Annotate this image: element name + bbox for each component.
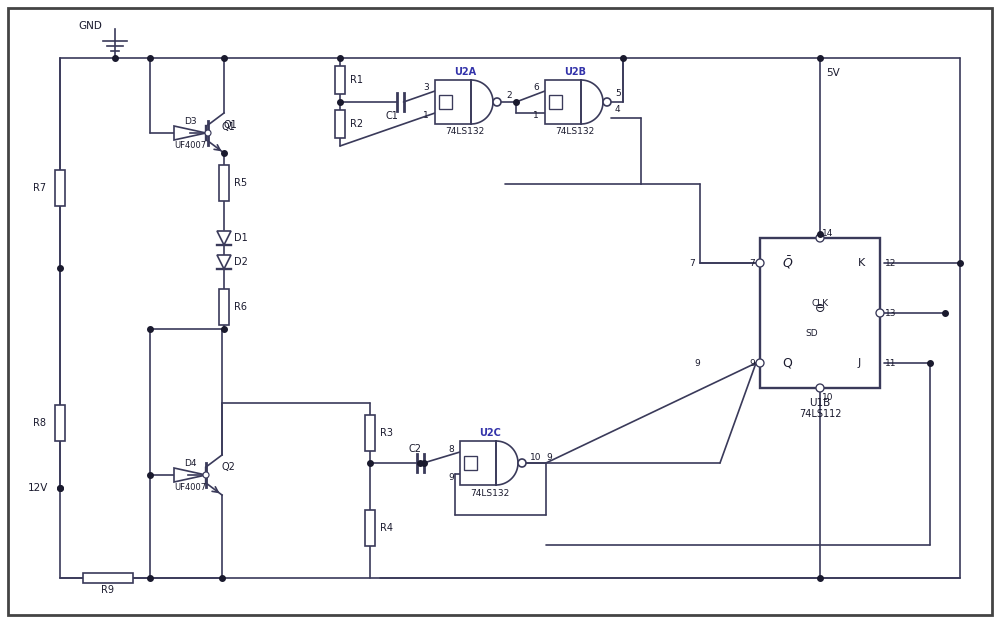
Text: 10: 10 bbox=[530, 452, 542, 462]
Text: UF4007: UF4007 bbox=[174, 141, 206, 150]
Text: 1: 1 bbox=[423, 112, 429, 120]
Text: U1B: U1B bbox=[809, 398, 831, 408]
Text: R4: R4 bbox=[380, 523, 393, 533]
Circle shape bbox=[876, 309, 884, 317]
Bar bbox=[365, 510, 375, 546]
Text: $\ominus$: $\ominus$ bbox=[814, 302, 826, 315]
Text: 9: 9 bbox=[448, 472, 454, 482]
Bar bbox=[460, 441, 496, 485]
Text: 12V: 12V bbox=[28, 483, 48, 493]
Bar bbox=[55, 405, 65, 441]
Text: D4: D4 bbox=[184, 459, 196, 467]
Circle shape bbox=[756, 359, 764, 367]
Circle shape bbox=[518, 459, 526, 467]
Bar bbox=[760, 238, 880, 388]
Bar bbox=[219, 165, 229, 201]
Text: 7: 7 bbox=[749, 259, 755, 267]
Polygon shape bbox=[217, 231, 231, 245]
Text: K: K bbox=[858, 258, 865, 268]
Text: R7: R7 bbox=[33, 183, 46, 193]
Bar bbox=[439, 95, 452, 109]
Text: D3: D3 bbox=[184, 117, 196, 125]
Text: $\bar{Q}$: $\bar{Q}$ bbox=[782, 255, 793, 271]
Polygon shape bbox=[174, 468, 206, 482]
Circle shape bbox=[756, 259, 764, 267]
Circle shape bbox=[816, 384, 824, 392]
Text: GND: GND bbox=[78, 21, 102, 31]
Circle shape bbox=[603, 98, 611, 106]
Text: UF4007: UF4007 bbox=[174, 482, 206, 492]
Bar bbox=[549, 95, 562, 109]
Bar bbox=[219, 289, 229, 325]
Text: 3: 3 bbox=[423, 83, 429, 92]
Text: U2A: U2A bbox=[454, 67, 476, 77]
Text: CLK: CLK bbox=[811, 298, 829, 308]
Circle shape bbox=[205, 130, 211, 136]
Bar bbox=[545, 80, 581, 124]
Polygon shape bbox=[217, 255, 231, 269]
Circle shape bbox=[203, 472, 209, 478]
Text: R1: R1 bbox=[350, 75, 363, 85]
Text: R5: R5 bbox=[234, 178, 247, 188]
Text: 8: 8 bbox=[448, 444, 454, 454]
Text: 4: 4 bbox=[615, 105, 621, 115]
Text: 9: 9 bbox=[694, 358, 700, 368]
Text: R2: R2 bbox=[350, 119, 363, 129]
Text: Q2: Q2 bbox=[221, 462, 235, 472]
Text: SD: SD bbox=[806, 328, 818, 338]
Text: C1: C1 bbox=[386, 111, 398, 121]
Text: U2C: U2C bbox=[479, 428, 501, 438]
Text: 6: 6 bbox=[533, 83, 539, 92]
Polygon shape bbox=[174, 126, 206, 140]
Text: Q1: Q1 bbox=[223, 120, 237, 130]
Text: 10: 10 bbox=[822, 393, 834, 402]
Text: J: J bbox=[858, 358, 861, 368]
Circle shape bbox=[493, 98, 501, 106]
Bar bbox=[435, 80, 471, 124]
Text: D1: D1 bbox=[234, 233, 248, 243]
Text: 9: 9 bbox=[749, 358, 755, 368]
Text: 14: 14 bbox=[822, 229, 833, 237]
Text: U2B: U2B bbox=[564, 67, 586, 77]
Text: 5V: 5V bbox=[826, 68, 840, 78]
Text: 5: 5 bbox=[615, 90, 621, 98]
Text: R9: R9 bbox=[102, 585, 114, 595]
Bar bbox=[335, 66, 345, 94]
Bar bbox=[55, 170, 65, 206]
Text: 74LS132: 74LS132 bbox=[445, 128, 485, 136]
Text: 11: 11 bbox=[885, 358, 896, 368]
Bar bbox=[365, 415, 375, 451]
Text: Q1: Q1 bbox=[221, 122, 235, 132]
Text: C2: C2 bbox=[409, 444, 422, 454]
Text: R3: R3 bbox=[380, 428, 393, 438]
Bar bbox=[464, 456, 477, 470]
Circle shape bbox=[816, 234, 824, 242]
Text: D2: D2 bbox=[234, 257, 248, 267]
Text: 9: 9 bbox=[546, 452, 552, 462]
Text: 13: 13 bbox=[885, 308, 896, 318]
Text: 1: 1 bbox=[533, 112, 539, 120]
Bar bbox=[83, 573, 133, 583]
Text: R6: R6 bbox=[234, 302, 247, 312]
Text: R8: R8 bbox=[33, 418, 46, 428]
Text: 12: 12 bbox=[885, 259, 896, 267]
Text: 7: 7 bbox=[689, 259, 695, 267]
Text: Q: Q bbox=[782, 356, 792, 369]
Text: 74LS132: 74LS132 bbox=[555, 128, 595, 136]
Text: 2: 2 bbox=[506, 92, 512, 100]
Text: 74LS112: 74LS112 bbox=[799, 409, 841, 419]
Text: 74LS132: 74LS132 bbox=[470, 488, 510, 498]
Bar bbox=[335, 110, 345, 138]
